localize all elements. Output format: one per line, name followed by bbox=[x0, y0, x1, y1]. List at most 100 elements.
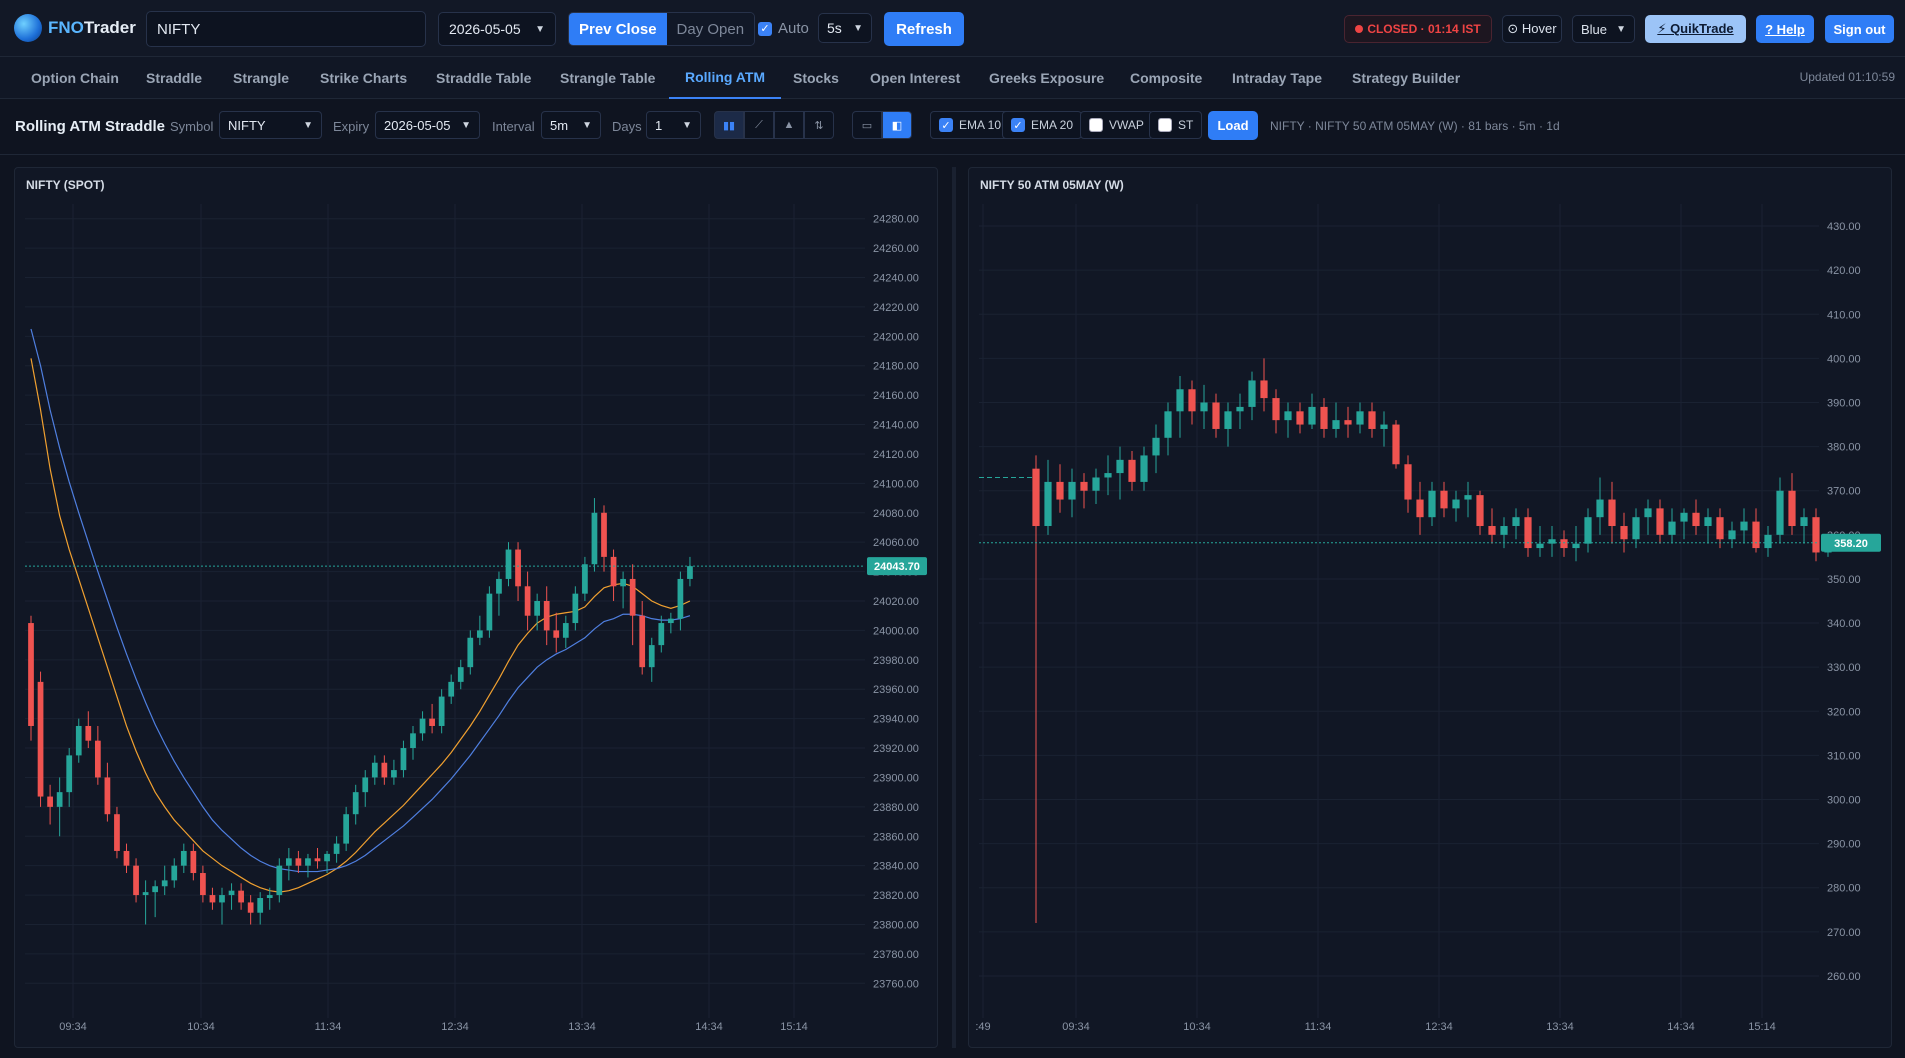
y-tick-label: 310.00 bbox=[1827, 750, 1861, 762]
x-tick-label: 13:34 bbox=[568, 1021, 596, 1033]
candle bbox=[467, 630, 474, 675]
x-tick-label: 14:34 bbox=[1667, 1021, 1695, 1033]
candle bbox=[1656, 499, 1664, 544]
candle bbox=[1596, 477, 1604, 535]
app-logo[interactable]: FNOTrader bbox=[14, 14, 136, 42]
candlestick-mode-icon[interactable]: ▮▮ bbox=[714, 111, 744, 139]
y-tick-label: 350.00 bbox=[1827, 574, 1861, 586]
candle bbox=[85, 711, 92, 749]
pane-resize-handle[interactable] bbox=[952, 167, 956, 1048]
help-button[interactable]: ? Help bbox=[1756, 15, 1814, 43]
tab-composite[interactable]: Composite bbox=[1130, 70, 1203, 86]
tab-strangle-table[interactable]: Strangle Table bbox=[560, 70, 656, 86]
single-pane-icon[interactable]: ▭ bbox=[852, 111, 882, 139]
y-tick-label: 430.00 bbox=[1827, 221, 1861, 233]
y-tick-label: 24000.00 bbox=[873, 625, 919, 637]
load-button[interactable]: Load bbox=[1208, 111, 1258, 140]
candle bbox=[476, 615, 483, 646]
split-pane-icon[interactable]: ◧ bbox=[882, 111, 912, 139]
ema10-toggle[interactable]: ✓ EMA 10 bbox=[930, 111, 1011, 139]
candle bbox=[94, 725, 101, 785]
candle bbox=[1332, 402, 1340, 438]
tab-option-chain[interactable]: Option Chain bbox=[31, 70, 119, 86]
st-toggle[interactable]: ST bbox=[1149, 111, 1203, 139]
candle bbox=[1572, 526, 1580, 562]
candle bbox=[1152, 424, 1160, 474]
tab-straddle[interactable]: Straddle bbox=[146, 70, 203, 86]
tab-strike-charts[interactable]: Strike Charts bbox=[320, 70, 408, 86]
tab-straddle-table[interactable]: Straddle Table bbox=[436, 70, 532, 86]
prev-close-button[interactable]: Prev Close bbox=[569, 13, 667, 45]
sign-out-button[interactable]: Sign out bbox=[1825, 15, 1894, 43]
atm-candlestick-chart[interactable]: 430.00 420.00 410.00 400.00 390.00 380.00 370.… bbox=[969, 198, 1891, 1047]
candle bbox=[28, 615, 34, 741]
candle bbox=[505, 542, 512, 587]
ema20-toggle[interactable]: ✓ EMA 20 bbox=[1002, 111, 1083, 139]
candle bbox=[687, 556, 693, 587]
candle bbox=[448, 674, 455, 704]
tab-stocks[interactable]: Stocks bbox=[793, 70, 839, 86]
date-select[interactable]: 2026-05-05 ▼ bbox=[438, 12, 556, 46]
line-mode-icon[interactable]: ⟋ bbox=[744, 111, 774, 139]
candle bbox=[352, 784, 359, 825]
y-tick-label: 24060.00 bbox=[873, 537, 919, 549]
candle bbox=[1404, 455, 1412, 513]
days-select[interactable]: 1 ▼ bbox=[646, 111, 701, 139]
vwap-toggle[interactable]: VWAP bbox=[1080, 111, 1153, 139]
tab-open-interest[interactable]: Open Interest bbox=[870, 70, 961, 86]
x-tick-label: 09:34 bbox=[1062, 1021, 1090, 1033]
candle bbox=[247, 895, 254, 925]
candle bbox=[1380, 411, 1388, 447]
symbol-search-input[interactable]: NIFTY bbox=[146, 11, 426, 47]
quiktrade-button[interactable]: ⚡ QuikTrade bbox=[1645, 15, 1746, 43]
spot-chart-title: NIFTY (SPOT) bbox=[26, 178, 105, 192]
x-tick-label: 12:34 bbox=[1425, 1021, 1453, 1033]
expiry-select[interactable]: 2026-05-05 ▼ bbox=[375, 111, 480, 139]
tab-greeks-exposure[interactable]: Greeks Exposure bbox=[989, 70, 1105, 86]
candle bbox=[553, 612, 560, 653]
day-open-button[interactable]: Day Open bbox=[666, 13, 755, 45]
tab-strangle[interactable]: Strangle bbox=[233, 70, 290, 86]
tab-intraday-tape[interactable]: Intraday Tape bbox=[1232, 70, 1322, 86]
y-tick-label: 24140.00 bbox=[873, 420, 919, 432]
x-tick-label: 12:34 bbox=[441, 1021, 469, 1033]
candle bbox=[362, 770, 369, 807]
expiry-label: Expiry bbox=[333, 119, 370, 134]
y-tick-label: 260.00 bbox=[1827, 971, 1861, 983]
interval-select[interactable]: 5m ▼ bbox=[541, 111, 601, 139]
auto-refresh-checkbox[interactable]: ✓ Auto bbox=[758, 20, 809, 37]
candle bbox=[1080, 473, 1088, 509]
y-tick-label: 290.00 bbox=[1827, 839, 1861, 851]
spot-candlestick-chart[interactable]: 24280.00 24260.00 24240.00 24220.00 24200.00… bbox=[15, 198, 937, 1047]
candle bbox=[1200, 384, 1208, 429]
y-tick-label: 280.00 bbox=[1827, 883, 1861, 895]
x-tick-label: 13:34 bbox=[1546, 1021, 1574, 1033]
candle bbox=[1776, 477, 1784, 544]
x-tick-label: 15:14 bbox=[1748, 1021, 1776, 1033]
candle bbox=[648, 637, 655, 682]
candle bbox=[1236, 393, 1244, 429]
candle bbox=[1548, 526, 1556, 557]
theme-select[interactable]: Blue ▼ bbox=[1572, 15, 1635, 43]
status-dot-icon bbox=[1355, 25, 1364, 33]
candle bbox=[1800, 508, 1808, 544]
candle bbox=[1164, 402, 1172, 456]
candle bbox=[133, 858, 139, 903]
candle bbox=[524, 571, 531, 631]
toolbar-symbol-select[interactable]: NIFTY ▼ bbox=[219, 111, 322, 139]
auto-interval-select[interactable]: 5s ▼ bbox=[818, 13, 872, 43]
x-tick-label: 10:34 bbox=[1183, 1021, 1211, 1033]
hover-button[interactable]: ⊙ Hover bbox=[1502, 15, 1562, 43]
sort-icon[interactable]: ⇅ bbox=[804, 111, 834, 139]
tab-rolling-atm[interactable]: Rolling ATM bbox=[669, 57, 782, 99]
candle bbox=[266, 887, 273, 910]
refresh-button[interactable]: Refresh bbox=[884, 12, 964, 46]
area-mode-icon[interactable]: ▲ bbox=[774, 111, 804, 139]
candle bbox=[276, 858, 283, 903]
candle bbox=[1368, 402, 1376, 438]
tab-strategy-builder[interactable]: Strategy Builder bbox=[1352, 70, 1461, 86]
y-tick-label: 23780.00 bbox=[873, 949, 919, 961]
check-icon: ✓ bbox=[758, 21, 772, 36]
y-tick-label: 23860.00 bbox=[873, 831, 919, 843]
candle bbox=[1416, 481, 1424, 535]
